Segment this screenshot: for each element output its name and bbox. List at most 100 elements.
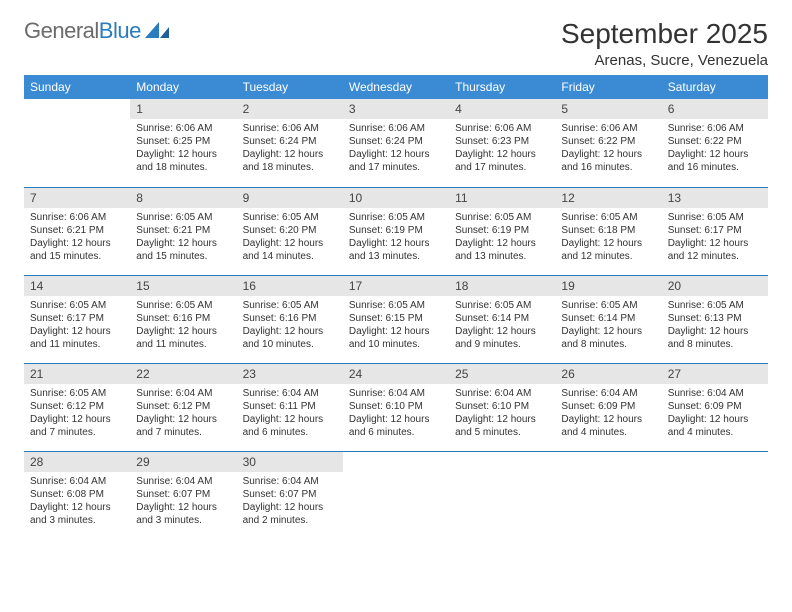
calendar-day-cell: 29Sunrise: 6:04 AMSunset: 6:07 PMDayligh… <box>130 451 236 539</box>
calendar-day-cell <box>555 451 661 539</box>
day-details: Sunrise: 6:05 AMSunset: 6:19 PMDaylight:… <box>343 208 449 267</box>
day-number: 29 <box>130 452 236 472</box>
day-number: 28 <box>24 452 130 472</box>
day-number: 4 <box>449 99 555 119</box>
calendar-day-cell <box>449 451 555 539</box>
day-details: Sunrise: 6:05 AMSunset: 6:14 PMDaylight:… <box>449 296 555 355</box>
calendar-day-cell: 22Sunrise: 6:04 AMSunset: 6:12 PMDayligh… <box>130 363 236 451</box>
weekday-header: Thursday <box>449 75 555 99</box>
day-number: 3 <box>343 99 449 119</box>
calendar-day-cell: 8Sunrise: 6:05 AMSunset: 6:21 PMDaylight… <box>130 187 236 275</box>
day-number <box>343 452 449 472</box>
weekday-header: Tuesday <box>237 75 343 99</box>
day-number: 21 <box>24 364 130 384</box>
calendar-week-row: 7Sunrise: 6:06 AMSunset: 6:21 PMDaylight… <box>24 187 768 275</box>
calendar-day-cell: 12Sunrise: 6:05 AMSunset: 6:18 PMDayligh… <box>555 187 661 275</box>
calendar-day-cell: 24Sunrise: 6:04 AMSunset: 6:10 PMDayligh… <box>343 363 449 451</box>
calendar-day-cell: 27Sunrise: 6:04 AMSunset: 6:09 PMDayligh… <box>662 363 768 451</box>
day-details: Sunrise: 6:05 AMSunset: 6:18 PMDaylight:… <box>555 208 661 267</box>
calendar-table: SundayMondayTuesdayWednesdayThursdayFrid… <box>24 75 768 539</box>
day-number <box>449 452 555 472</box>
day-details: Sunrise: 6:04 AMSunset: 6:07 PMDaylight:… <box>237 472 343 531</box>
day-number: 7 <box>24 188 130 208</box>
day-number: 11 <box>449 188 555 208</box>
day-details: Sunrise: 6:05 AMSunset: 6:21 PMDaylight:… <box>130 208 236 267</box>
calendar-day-cell: 10Sunrise: 6:05 AMSunset: 6:19 PMDayligh… <box>343 187 449 275</box>
calendar-day-cell: 20Sunrise: 6:05 AMSunset: 6:13 PMDayligh… <box>662 275 768 363</box>
calendar-day-cell: 23Sunrise: 6:04 AMSunset: 6:11 PMDayligh… <box>237 363 343 451</box>
calendar-day-cell: 4Sunrise: 6:06 AMSunset: 6:23 PMDaylight… <box>449 99 555 187</box>
day-number: 23 <box>237 364 343 384</box>
calendar-day-cell: 5Sunrise: 6:06 AMSunset: 6:22 PMDaylight… <box>555 99 661 187</box>
calendar-week-row: 1Sunrise: 6:06 AMSunset: 6:25 PMDaylight… <box>24 99 768 187</box>
weekday-header: Sunday <box>24 75 130 99</box>
day-number: 30 <box>237 452 343 472</box>
day-number: 6 <box>662 99 768 119</box>
calendar-day-cell: 7Sunrise: 6:06 AMSunset: 6:21 PMDaylight… <box>24 187 130 275</box>
title-block: September 2025 Arenas, Sucre, Venezuela <box>561 18 768 69</box>
calendar-body: 1Sunrise: 6:06 AMSunset: 6:25 PMDaylight… <box>24 99 768 539</box>
day-details: Sunrise: 6:05 AMSunset: 6:17 PMDaylight:… <box>24 296 130 355</box>
day-details: Sunrise: 6:04 AMSunset: 6:10 PMDaylight:… <box>449 384 555 443</box>
day-number: 15 <box>130 276 236 296</box>
brand-part2: Blue <box>99 18 141 43</box>
location-text: Arenas, Sucre, Venezuela <box>561 52 768 69</box>
day-number: 18 <box>449 276 555 296</box>
day-number: 25 <box>449 364 555 384</box>
calendar-day-cell: 28Sunrise: 6:04 AMSunset: 6:08 PMDayligh… <box>24 451 130 539</box>
calendar-day-cell: 15Sunrise: 6:05 AMSunset: 6:16 PMDayligh… <box>130 275 236 363</box>
calendar-day-cell: 25Sunrise: 6:04 AMSunset: 6:10 PMDayligh… <box>449 363 555 451</box>
calendar-day-cell: 19Sunrise: 6:05 AMSunset: 6:14 PMDayligh… <box>555 275 661 363</box>
day-details: Sunrise: 6:06 AMSunset: 6:24 PMDaylight:… <box>237 119 343 178</box>
calendar-day-cell <box>343 451 449 539</box>
day-details: Sunrise: 6:04 AMSunset: 6:07 PMDaylight:… <box>130 472 236 531</box>
day-details: Sunrise: 6:06 AMSunset: 6:23 PMDaylight:… <box>449 119 555 178</box>
day-details: Sunrise: 6:06 AMSunset: 6:22 PMDaylight:… <box>555 119 661 178</box>
brand-text: GeneralBlue <box>24 18 141 44</box>
calendar-day-cell: 26Sunrise: 6:04 AMSunset: 6:09 PMDayligh… <box>555 363 661 451</box>
day-number: 14 <box>24 276 130 296</box>
day-details: Sunrise: 6:05 AMSunset: 6:16 PMDaylight:… <box>237 296 343 355</box>
calendar-week-row: 21Sunrise: 6:05 AMSunset: 6:12 PMDayligh… <box>24 363 768 451</box>
day-details: Sunrise: 6:05 AMSunset: 6:17 PMDaylight:… <box>662 208 768 267</box>
weekday-header: Friday <box>555 75 661 99</box>
day-details: Sunrise: 6:05 AMSunset: 6:20 PMDaylight:… <box>237 208 343 267</box>
day-number <box>555 452 661 472</box>
day-details: Sunrise: 6:04 AMSunset: 6:11 PMDaylight:… <box>237 384 343 443</box>
day-number: 2 <box>237 99 343 119</box>
calendar-day-cell: 14Sunrise: 6:05 AMSunset: 6:17 PMDayligh… <box>24 275 130 363</box>
day-number: 19 <box>555 276 661 296</box>
calendar-day-cell: 18Sunrise: 6:05 AMSunset: 6:14 PMDayligh… <box>449 275 555 363</box>
calendar-day-cell: 21Sunrise: 6:05 AMSunset: 6:12 PMDayligh… <box>24 363 130 451</box>
weekday-header: Saturday <box>662 75 768 99</box>
day-details: Sunrise: 6:06 AMSunset: 6:21 PMDaylight:… <box>24 208 130 267</box>
calendar-day-cell: 1Sunrise: 6:06 AMSunset: 6:25 PMDaylight… <box>130 99 236 187</box>
day-number: 20 <box>662 276 768 296</box>
day-number: 13 <box>662 188 768 208</box>
day-details: Sunrise: 6:05 AMSunset: 6:19 PMDaylight:… <box>449 208 555 267</box>
day-details: Sunrise: 6:06 AMSunset: 6:22 PMDaylight:… <box>662 119 768 178</box>
day-number <box>662 452 768 472</box>
weekday-header: Wednesday <box>343 75 449 99</box>
calendar-day-cell: 16Sunrise: 6:05 AMSunset: 6:16 PMDayligh… <box>237 275 343 363</box>
weekday-header-row: SundayMondayTuesdayWednesdayThursdayFrid… <box>24 75 768 99</box>
day-number: 27 <box>662 364 768 384</box>
day-number: 9 <box>237 188 343 208</box>
calendar-day-cell: 9Sunrise: 6:05 AMSunset: 6:20 PMDaylight… <box>237 187 343 275</box>
day-number: 22 <box>130 364 236 384</box>
day-details: Sunrise: 6:05 AMSunset: 6:13 PMDaylight:… <box>662 296 768 355</box>
day-number: 12 <box>555 188 661 208</box>
calendar-day-cell: 17Sunrise: 6:05 AMSunset: 6:15 PMDayligh… <box>343 275 449 363</box>
day-details: Sunrise: 6:04 AMSunset: 6:09 PMDaylight:… <box>555 384 661 443</box>
calendar-week-row: 14Sunrise: 6:05 AMSunset: 6:17 PMDayligh… <box>24 275 768 363</box>
day-number: 5 <box>555 99 661 119</box>
calendar-day-cell: 6Sunrise: 6:06 AMSunset: 6:22 PMDaylight… <box>662 99 768 187</box>
day-details: Sunrise: 6:04 AMSunset: 6:09 PMDaylight:… <box>662 384 768 443</box>
brand-part1: General <box>24 18 99 43</box>
calendar-week-row: 28Sunrise: 6:04 AMSunset: 6:08 PMDayligh… <box>24 451 768 539</box>
calendar-day-cell: 2Sunrise: 6:06 AMSunset: 6:24 PMDaylight… <box>237 99 343 187</box>
calendar-day-cell: 13Sunrise: 6:05 AMSunset: 6:17 PMDayligh… <box>662 187 768 275</box>
day-details: Sunrise: 6:05 AMSunset: 6:14 PMDaylight:… <box>555 296 661 355</box>
brand-logo: GeneralBlue <box>24 18 171 44</box>
calendar-day-cell <box>24 99 130 187</box>
